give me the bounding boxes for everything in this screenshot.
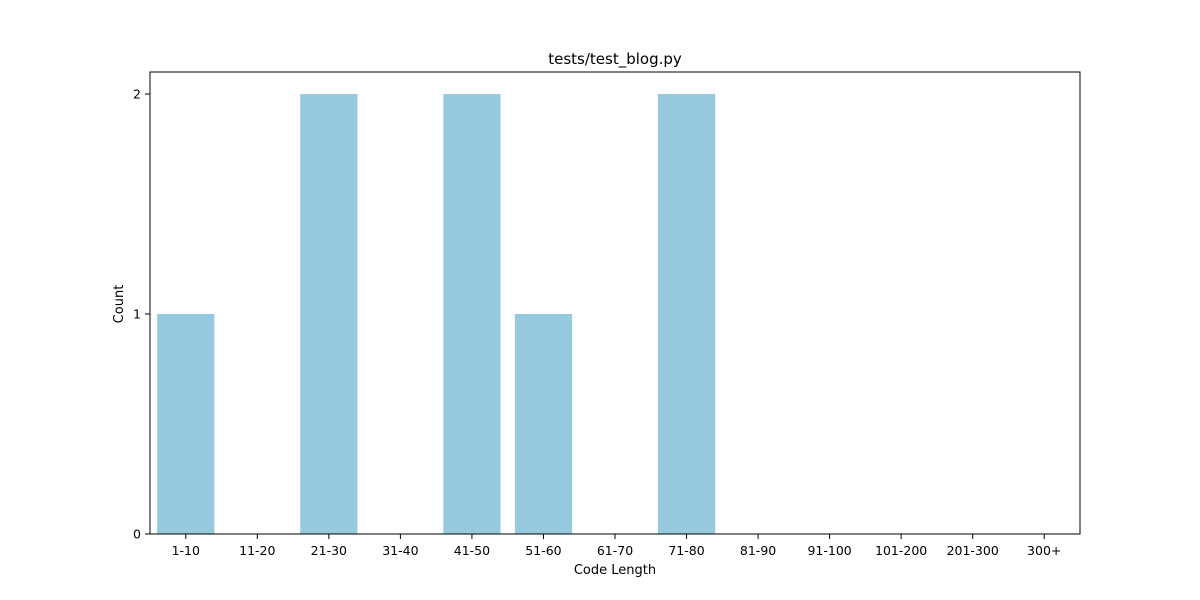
x-tick-label: 61-70 [597,543,633,558]
y-axis-ticks: 0 1 2 [133,87,150,542]
x-tick-label: 300+ [1027,543,1061,558]
x-tick-label: 41-50 [454,543,490,558]
x-tick-label: 51-60 [525,543,561,558]
y-axis-label: Count [112,285,127,324]
y-tick-label: 2 [133,87,141,102]
y-tick-label: 0 [133,527,141,542]
plot-area-frame [150,72,1080,534]
bar-51-60 [515,314,572,534]
x-tick-label: 71-80 [668,543,704,558]
x-tick-label: 11-20 [239,543,275,558]
bar-21-30 [300,94,357,534]
chart-title: tests/test_blog.py [548,50,682,69]
bars-group [157,94,715,534]
x-tick-label: 31-40 [382,543,418,558]
x-tick-label: 21-30 [311,543,347,558]
x-tick-label: 91-100 [807,543,851,558]
x-axis-label: Code Length [574,563,656,578]
x-axis-ticks: 1-10 11-20 21-30 31-40 41-50 51-60 61-70 71-80 8… [172,534,1062,558]
x-tick-label: 1-10 [172,543,200,558]
x-tick-label: 81-90 [740,543,776,558]
x-tick-label: 201-300 [947,543,999,558]
bar-41-50 [443,94,500,534]
bar-71-80 [658,94,715,534]
x-tick-label: 101-200 [875,543,927,558]
bar-1-10 [157,314,214,534]
y-tick-label: 1 [133,307,141,322]
